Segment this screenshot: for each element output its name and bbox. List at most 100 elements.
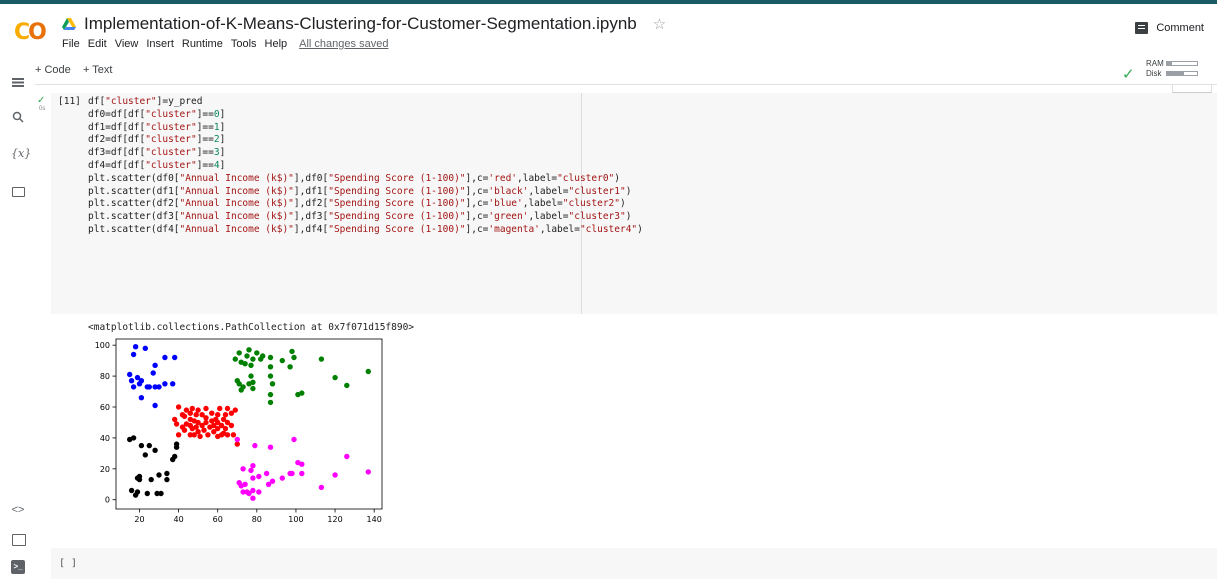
data-point-cluster4: [365, 469, 371, 475]
data-point-cluster2: [132, 344, 139, 350]
data-point-cluster2: [128, 378, 135, 384]
save-status-link[interactable]: All changes saved: [299, 38, 389, 50]
data-point-cluster4: [256, 473, 262, 480]
data-point-cluster2: [156, 384, 162, 390]
data-point-cluster3: [250, 356, 256, 362]
data-point-cluster3: [267, 391, 274, 398]
data-point-cluster1: [152, 447, 158, 453]
menu-file[interactable]: File: [62, 38, 80, 50]
data-point-cluster0: [220, 416, 227, 423]
add-text-button[interactable]: + Text: [83, 64, 113, 76]
data-point-cluster2: [134, 374, 141, 381]
y-tick-label: 80: [100, 372, 110, 381]
data-point-cluster4: [240, 466, 246, 472]
menu-icon[interactable]: [11, 75, 25, 89]
data-point-cluster0: [172, 416, 178, 423]
run-time: 0s: [39, 106, 46, 112]
data-point-cluster0: [183, 407, 190, 413]
data-point-cluster4: [279, 475, 285, 481]
x-tick-label: 60: [213, 515, 223, 524]
data-point-cluster3: [260, 353, 266, 359]
data-point-cluster3: [344, 382, 350, 389]
menu-edit[interactable]: Edit: [87, 38, 107, 50]
search-icon[interactable]: [11, 111, 25, 125]
data-point-cluster0: [224, 405, 231, 412]
data-point-cluster0: [193, 424, 199, 430]
data-point-cluster0: [175, 432, 182, 438]
terminal-icon[interactable]: >_: [11, 560, 25, 574]
code-line: df4=df[df["cluster"]==4]: [88, 159, 226, 171]
x-tick-label: 100: [288, 515, 303, 524]
data-point-cluster1: [130, 435, 137, 441]
command-palette-icon[interactable]: [11, 532, 26, 546]
add-code-button[interactable]: + Code: [35, 64, 71, 76]
data-point-cluster0: [218, 422, 225, 429]
data-point-cluster4: [250, 495, 256, 501]
code-cell[interactable]: [51, 93, 1217, 314]
data-point-cluster4: [291, 436, 297, 443]
run-success-icon[interactable]: ✓: [37, 95, 46, 106]
code-line: plt.scatter(df1["Annual Income (k$)"],df…: [88, 185, 632, 197]
data-point-cluster4: [234, 436, 240, 443]
data-point-cluster0: [199, 422, 205, 429]
data-point-cluster0: [189, 405, 195, 412]
data-point-cluster4: [263, 470, 270, 477]
cell-prompt: [ ]: [59, 558, 78, 569]
left-sidebar: {x} <> >_: [0, 60, 35, 583]
data-point-cluster1: [136, 473, 143, 480]
google-drive-icon[interactable]: [62, 17, 76, 31]
notebook-title[interactable]: Implementation-of-K-Means-Clustering-for…: [84, 14, 637, 33]
data-point-cluster2: [172, 354, 178, 361]
cell-output-text: <matplotlib.collections.PathCollection a…: [88, 322, 415, 333]
star-icon[interactable]: ☆: [652, 16, 667, 33]
resource-monitor[interactable]: ✓ RAM Disk: [1122, 59, 1212, 91]
data-point-cluster1: [144, 490, 150, 497]
data-point-cluster2: [138, 395, 145, 401]
menu-insert[interactable]: Insert: [146, 38, 174, 50]
data-point-cluster4: [344, 453, 350, 460]
y-tick-label: 20: [100, 465, 110, 474]
menu-tools[interactable]: Tools: [230, 38, 257, 50]
data-point-cluster2: [130, 351, 137, 358]
data-point-cluster3: [299, 390, 305, 396]
variables-icon[interactable]: {x}: [11, 147, 32, 160]
data-point-cluster1: [146, 442, 152, 449]
x-tick-label: 80: [252, 515, 262, 524]
comment-button[interactable]: Comment: [1135, 22, 1204, 34]
data-point-cluster0: [211, 422, 217, 429]
code-line: plt.scatter(df3["Annual Income (k$)"],df…: [88, 211, 632, 223]
folder-icon[interactable]: [11, 184, 25, 198]
colab-logo[interactable]: CO: [14, 20, 47, 45]
data-point-cluster2: [162, 381, 168, 387]
data-point-cluster3: [244, 353, 250, 359]
menu-help[interactable]: Help: [264, 38, 288, 50]
data-point-cluster3: [236, 381, 242, 387]
code-snippets-icon[interactable]: <>: [11, 504, 25, 516]
data-point-cluster2: [130, 384, 137, 390]
empty-code-cell[interactable]: [ ]: [51, 548, 1217, 579]
code-line: df3=df[df["cluster"]==3]: [88, 147, 226, 159]
runtime-dropdown[interactable]: [1172, 85, 1212, 93]
disk-bar: [1166, 71, 1198, 76]
data-point-cluster3: [267, 354, 274, 361]
data-point-cluster0: [228, 422, 235, 429]
data-point-cluster4: [332, 472, 338, 478]
data-point-cluster2: [152, 362, 158, 368]
data-point-cluster0: [222, 425, 229, 432]
data-point-cluster3: [318, 356, 325, 362]
code-line: plt.scatter(df2["Annual Income (k$)"],df…: [88, 198, 626, 210]
x-tick-label: 20: [134, 515, 144, 524]
data-point-cluster0: [195, 429, 201, 435]
comment-icon: [1135, 22, 1149, 34]
data-point-cluster3: [332, 374, 338, 381]
data-point-cluster1: [164, 470, 170, 477]
data-point-cluster1: [164, 476, 170, 483]
menu-bar: File Edit View Insert Runtime Tools Help…: [62, 38, 388, 50]
top-accent-bar: [0, 0, 1217, 4]
code-editor[interactable]: df["cluster"]=y_pred df0=df[df["cluster"]…: [88, 96, 643, 237]
data-point-cluster2: [142, 345, 148, 351]
y-tick-label: 60: [100, 403, 110, 412]
menu-runtime[interactable]: Runtime: [181, 38, 223, 50]
menu-view[interactable]: View: [114, 38, 139, 50]
data-point-cluster2: [152, 384, 158, 390]
